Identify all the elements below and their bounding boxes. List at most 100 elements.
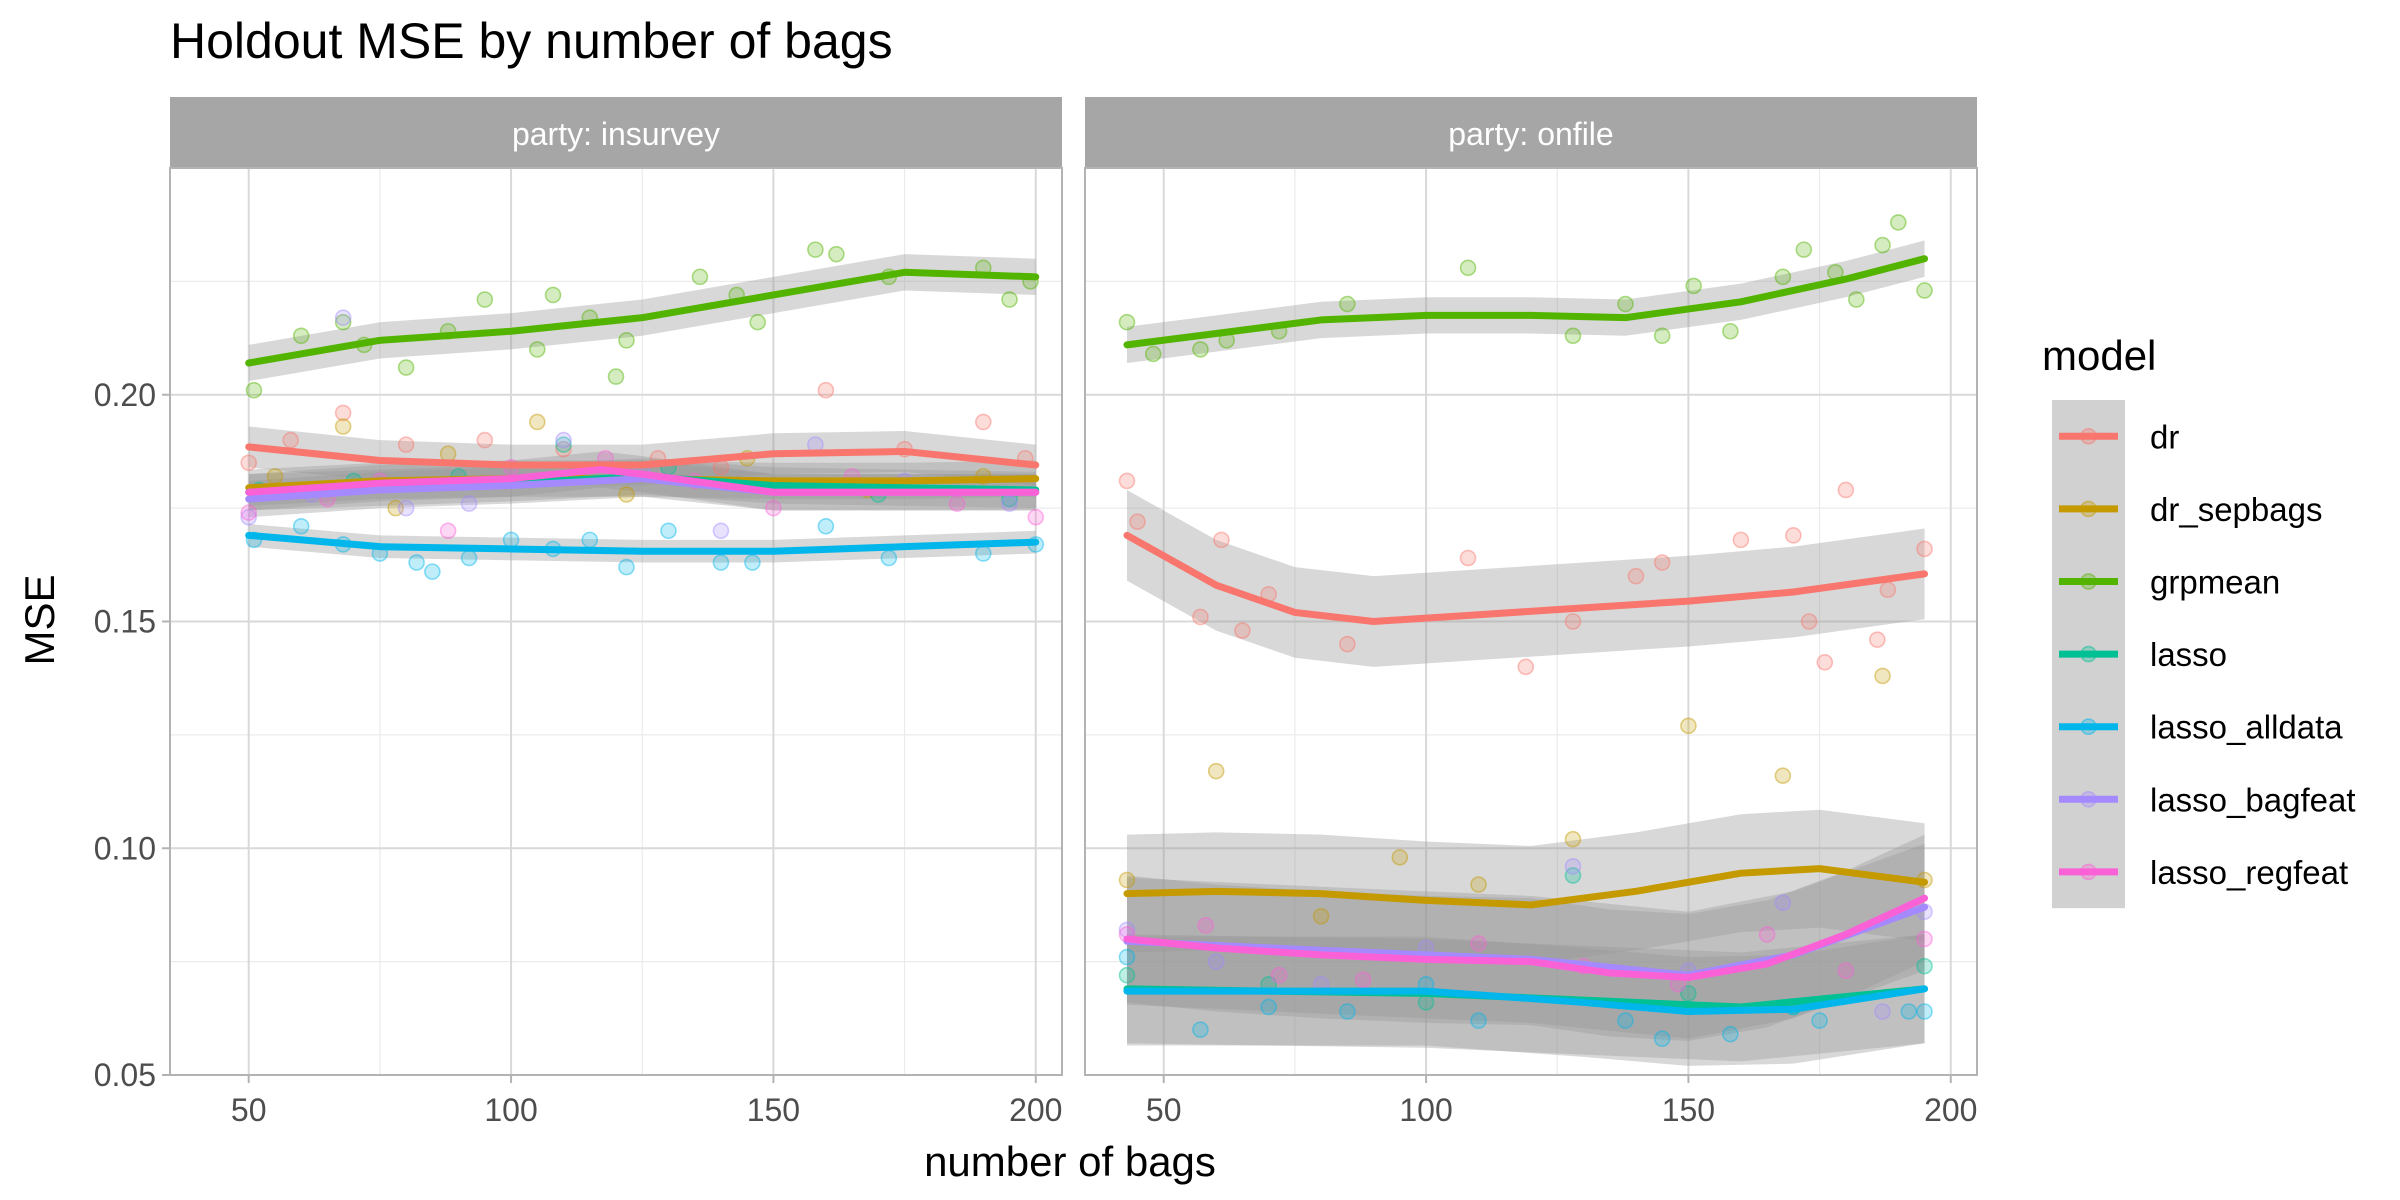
y-axis-title: MSE	[16, 574, 63, 665]
point-grpmean	[1874, 236, 1891, 254]
legend-label-lasso: lasso	[2150, 636, 2227, 673]
legend-label-lasso_regfeat: lasso_regfeat	[2150, 854, 2348, 891]
point-grpmean	[607, 368, 625, 385]
line-lasso_alldata	[245, 531, 1040, 555]
point-lasso_alldata	[581, 531, 599, 549]
point-lasso_regfeat	[1354, 971, 1372, 989]
point-dr	[476, 431, 494, 449]
scatter-points	[1118, 214, 1933, 1048]
point-dr	[1234, 622, 1251, 639]
point-dr	[282, 431, 299, 449]
point-lasso_alldata	[1617, 1012, 1634, 1029]
point-lasso	[1916, 957, 1933, 975]
line-dr_sepbags	[1123, 865, 1929, 909]
point-lasso_regfeat	[1470, 935, 1487, 952]
ribbon-grpmean	[1126, 240, 1925, 364]
x-tick-label: 200	[1924, 1092, 1977, 1128]
chart-title: Holdout MSE by number of bags	[170, 13, 893, 69]
point-dr	[1339, 635, 1356, 653]
point-lasso_alldata	[502, 531, 520, 549]
point-lasso	[1564, 867, 1582, 884]
point-grpmean	[1459, 259, 1477, 277]
point-dr	[1816, 654, 1834, 671]
x-tick-label: 150	[1662, 1092, 1715, 1128]
point-dr	[1837, 481, 1855, 499]
point-grpmean	[528, 341, 546, 358]
point-grpmean	[807, 241, 824, 258]
point-dr	[1517, 658, 1535, 676]
point-dr	[1118, 472, 1136, 490]
point-dr	[1916, 540, 1933, 558]
line-lasso_alldata	[1123, 985, 1929, 1016]
line-dr	[245, 443, 1040, 469]
point-grpmean	[1889, 214, 1907, 231]
point-lasso_alldata	[660, 522, 677, 540]
panel-2: party: onfile 50 100 150 200	[1084, 97, 1978, 1128]
x-tick-label: 50	[231, 1092, 267, 1128]
point-lasso_bagfeat	[397, 499, 415, 517]
point-dr	[1564, 613, 1582, 630]
point-lasso_regfeat	[1197, 917, 1214, 934]
point-grpmean	[1848, 291, 1865, 308]
ribbon-lasso_bagfeat	[248, 460, 1036, 518]
point-lasso_bagfeat	[1874, 1003, 1891, 1020]
point-grpmean	[1118, 313, 1136, 331]
x-axis: 50 100 150 200	[231, 1075, 1062, 1128]
point-lasso_bagfeat	[334, 309, 352, 326]
point-lasso_bagfeat	[460, 495, 478, 512]
point-dr_sepbags	[1312, 907, 1330, 925]
point-lasso_alldata	[292, 517, 310, 535]
legend-key-point-lasso_bagfeat	[2080, 790, 2097, 808]
point-dr_sepbags	[1680, 717, 1697, 735]
line-dr	[1123, 531, 1929, 625]
point-lasso	[1680, 985, 1697, 1002]
point-lasso_regfeat	[1270, 966, 1288, 984]
point-lasso_regfeat	[1027, 508, 1045, 526]
point-grpmean	[1564, 327, 1582, 345]
point-dr_sepbags	[528, 413, 546, 431]
point-lasso_regfeat	[1916, 930, 1933, 948]
legend-key-point-lasso_alldata	[2080, 718, 2097, 736]
point-dr	[1785, 527, 1802, 544]
y-axis: 0.05 0.10 0.15 0.20	[94, 377, 170, 1093]
point-dr	[240, 454, 258, 472]
point-lasso_alldata	[424, 563, 441, 580]
point-lasso_alldata	[1900, 1003, 1918, 1020]
point-grpmean	[1774, 268, 1792, 286]
point-grpmean	[1653, 327, 1671, 345]
point-grpmean	[749, 313, 766, 331]
point-dr	[1213, 531, 1230, 549]
point-dr	[1627, 567, 1645, 585]
x-axis: 50 100 150 200	[1146, 1075, 1977, 1128]
point-dr_sepbags	[1118, 871, 1136, 889]
point-lasso_alldata	[974, 545, 992, 562]
point-dr_sepbags	[1207, 762, 1225, 780]
point-dr	[555, 440, 572, 458]
point-lasso_bagfeat	[1001, 495, 1018, 512]
point-lasso_regfeat	[948, 495, 966, 512]
legend-key-point-grpmean	[2080, 573, 2097, 590]
point-lasso_bagfeat	[1207, 953, 1225, 970]
point-lasso_alldata	[744, 554, 761, 571]
point-lasso_alldata	[817, 517, 835, 535]
facet-strip	[1085, 97, 1977, 168]
point-lasso_regfeat	[240, 504, 258, 521]
point-grpmean	[1617, 295, 1634, 313]
x-tick-label: 50	[1146, 1092, 1182, 1128]
legend-key-point-lasso_regfeat	[2080, 863, 2097, 881]
point-dr	[1653, 554, 1671, 571]
x-tick-label: 200	[1009, 1092, 1062, 1128]
point-dr	[817, 381, 835, 399]
panel-border	[1084, 167, 1978, 1076]
point-lasso	[1118, 966, 1136, 984]
point-lasso_regfeat	[1837, 962, 1855, 979]
smooth-lines	[245, 268, 1040, 555]
point-lasso_alldata	[880, 549, 898, 567]
point-lasso_alldata	[1916, 1003, 1933, 1020]
point-dr_sepbags	[1391, 849, 1409, 866]
point-grpmean	[1722, 322, 1739, 340]
